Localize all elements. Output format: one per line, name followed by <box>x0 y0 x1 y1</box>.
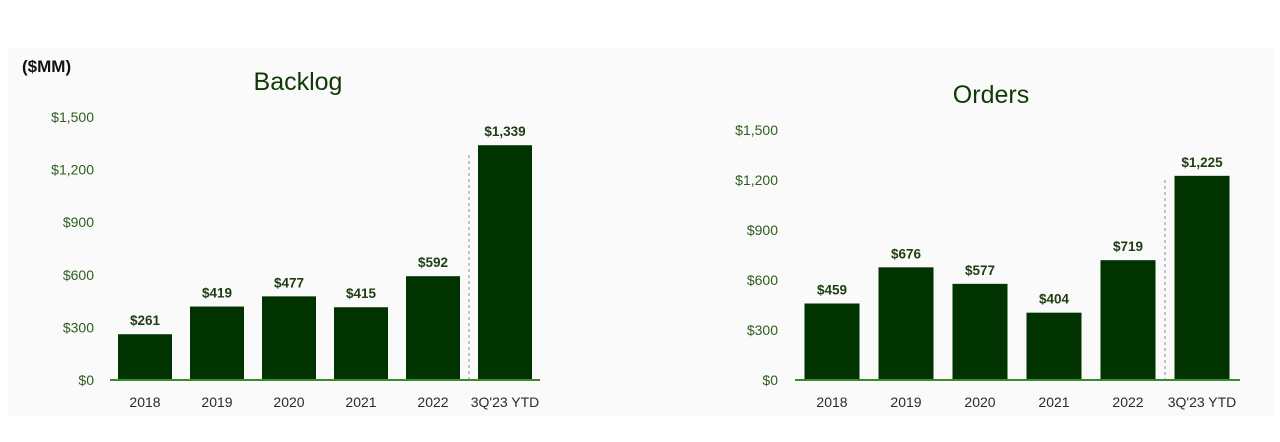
backlog-bar <box>406 276 460 380</box>
backlog-data-label: $415 <box>346 286 377 301</box>
backlog-bar <box>262 296 316 380</box>
backlog-y-tick-label: $1,500 <box>51 109 94 125</box>
backlog-bar <box>334 307 388 380</box>
backlog-data-label: $477 <box>274 275 304 290</box>
backlog-x-tick-label: 3Q'23 YTD <box>471 394 540 410</box>
orders-x-tick-label: 2019 <box>890 394 921 410</box>
orders-x-tick-label: 2021 <box>1038 394 1069 410</box>
orders-bar <box>1026 312 1082 380</box>
backlog-y-tick-label: $1,200 <box>51 162 94 178</box>
orders-chart-title: Orders <box>953 81 1029 109</box>
orders-y-tick-label: $300 <box>747 322 778 338</box>
backlog-y-tick-label: $600 <box>63 267 94 283</box>
backlog-x-tick-label: 2021 <box>345 394 376 410</box>
orders-bar <box>952 283 1008 380</box>
orders-bar <box>878 267 934 380</box>
orders-data-label: $1,225 <box>1181 155 1223 170</box>
orders-bar <box>804 303 860 380</box>
backlog-x-tick-label: 2018 <box>129 394 160 410</box>
backlog-data-label: $419 <box>202 286 232 301</box>
orders-x-tick-label: 2020 <box>964 394 995 410</box>
orders-y-tick-label: $600 <box>747 272 778 288</box>
orders-data-label: $577 <box>965 263 995 278</box>
orders-data-label: $404 <box>1039 292 1070 307</box>
backlog-bar <box>478 145 532 380</box>
orders-y-tick-label: $1,200 <box>735 172 778 188</box>
unit-label: ($MM) <box>22 57 71 76</box>
orders-x-tick-label: 2022 <box>1112 394 1143 410</box>
orders-data-label: $459 <box>817 283 847 298</box>
orders-y-tick-label: $1,500 <box>735 122 778 138</box>
backlog-bar <box>118 334 172 380</box>
backlog-chart-title: Backlog <box>254 68 343 96</box>
orders-x-tick-label: 2018 <box>816 394 847 410</box>
orders-y-tick-label: $0 <box>762 372 778 388</box>
backlog-x-tick-label: 2019 <box>201 394 232 410</box>
backlog-x-tick-label: 2022 <box>417 394 448 410</box>
backlog-x-tick-label: 2020 <box>273 394 304 410</box>
backlog-y-tick-label: $300 <box>63 319 94 335</box>
backlog-data-label: $592 <box>418 255 448 270</box>
backlog-data-label: $261 <box>130 313 161 328</box>
orders-bar <box>1174 175 1230 380</box>
backlog-chart: Backlog $0 $300 $600 $900 $1,200 $1,500 $261 201… <box>51 68 540 410</box>
backlog-data-label: $1,339 <box>484 124 525 139</box>
orders-bar <box>1100 260 1156 380</box>
orders-y-tick-label: $900 <box>747 222 778 238</box>
backlog-y-tick-label: $900 <box>63 214 94 230</box>
orders-chart: Orders $0 $300 $600 $900 $1,200 $1,500 $459 2018… <box>735 81 1240 410</box>
orders-x-tick-label: 3Q'23 YTD <box>1168 394 1237 410</box>
orders-data-label: $676 <box>891 246 922 261</box>
orders-data-label: $719 <box>1113 239 1143 254</box>
backlog-bar <box>190 306 244 380</box>
backlog-y-tick-label: $0 <box>78 372 94 388</box>
